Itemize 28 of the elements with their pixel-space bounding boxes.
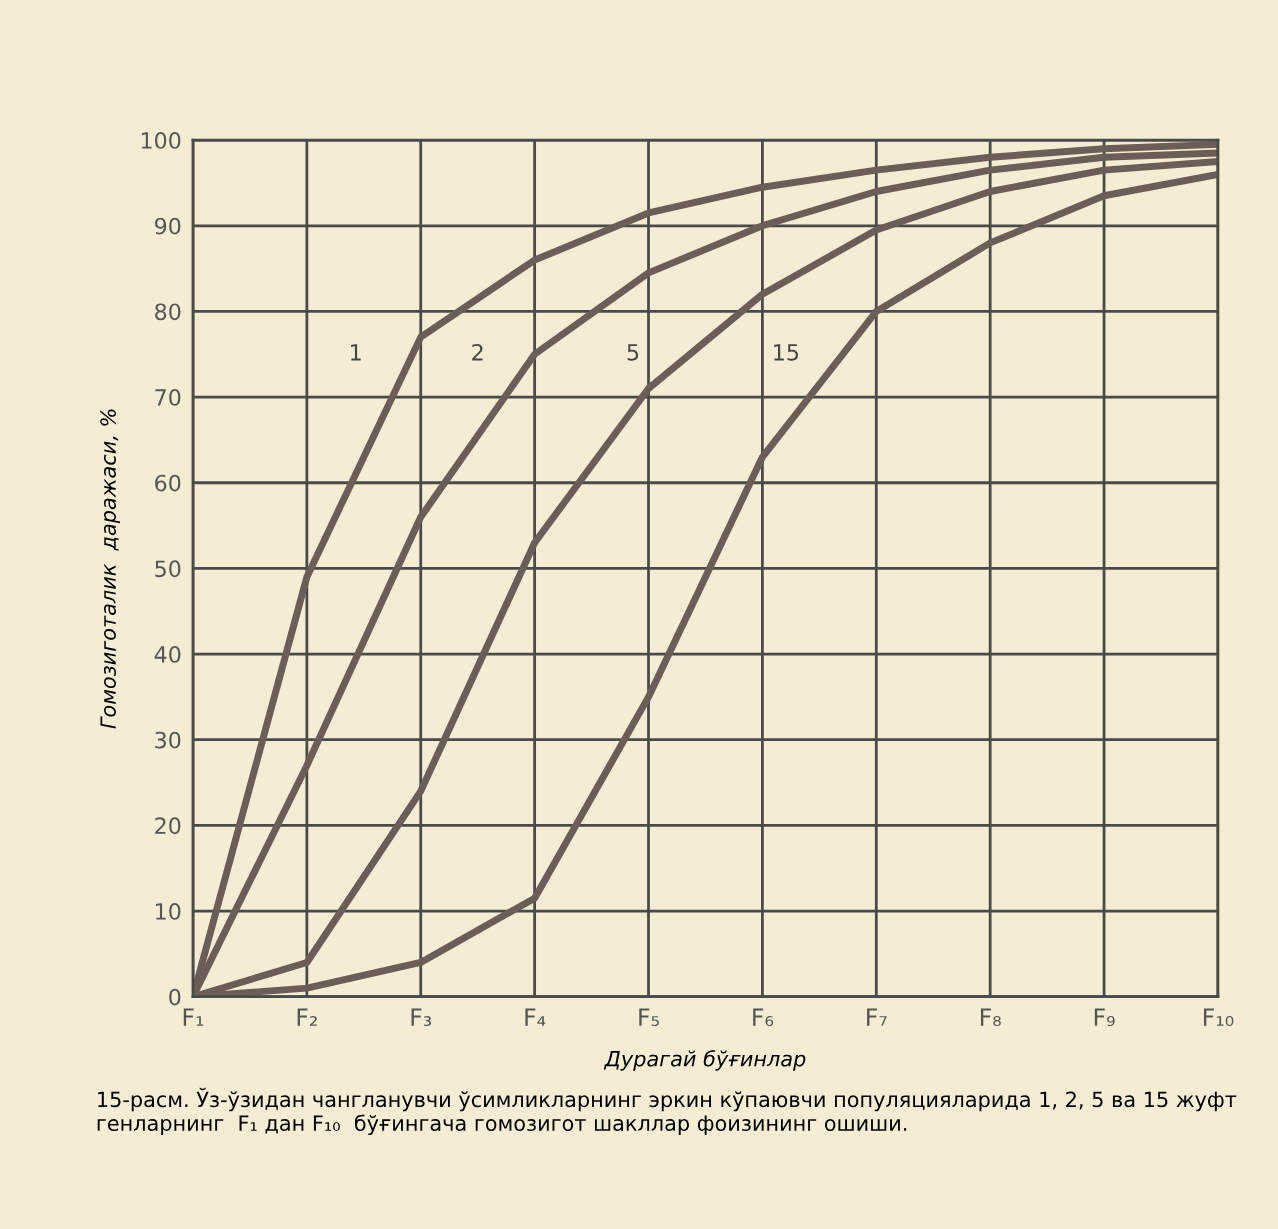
y-tick-label: 90 [154,217,181,235]
series-label: 1 [351,344,361,361]
series-label: 2 [472,343,483,361]
y-tick-label: 80 [155,303,181,321]
x-tick-label: F₉ [1094,1008,1115,1027]
x-tick-label: F₃ [411,1008,432,1027]
y-tick-label: 0 [169,988,181,1006]
y-tick-label: 50 [155,560,181,578]
y-tick-label: 40 [154,646,181,663]
y-tick-label: 60 [155,474,181,492]
y-axis-title: Гомозиготалик даражаси, % [100,409,121,729]
x-tick-label: F₆ [753,1008,774,1027]
text: 15-расм. Ўз-ўзидан чангланувчи ўсимликларнинг эркин кўпаювчи популяцияларида 1, 2, 5 ва 15 жуфт генларнинг F₁ дан F₁₀ бўғингача гомозигот шакллар фоизининг ошиши. [97,1087,1237,1136]
x-axis-title: Дурагай бўғинлар [603,1050,806,1071]
x-tick-label: F₁ [183,1008,204,1026]
y-tick-label: 20 [155,817,181,835]
y-tick-label: 10 [156,903,181,920]
y-tick-label: 100 [141,132,181,149]
y-tick-label: 70 [155,389,181,406]
y-tick-label: 30 [155,731,181,749]
series-label: 5 [627,344,639,361]
x-tick-label: F₈ [980,1008,1001,1027]
x-tick-label: F₅ [639,1008,659,1027]
x-tick-label: F₄ [525,1008,546,1026]
series-label: 15 [774,344,799,361]
x-tick-label: F₁₀ [1203,1008,1234,1027]
x-tick-label: F₂ [297,1008,317,1026]
x-tick-label: F₇ [867,1008,887,1026]
